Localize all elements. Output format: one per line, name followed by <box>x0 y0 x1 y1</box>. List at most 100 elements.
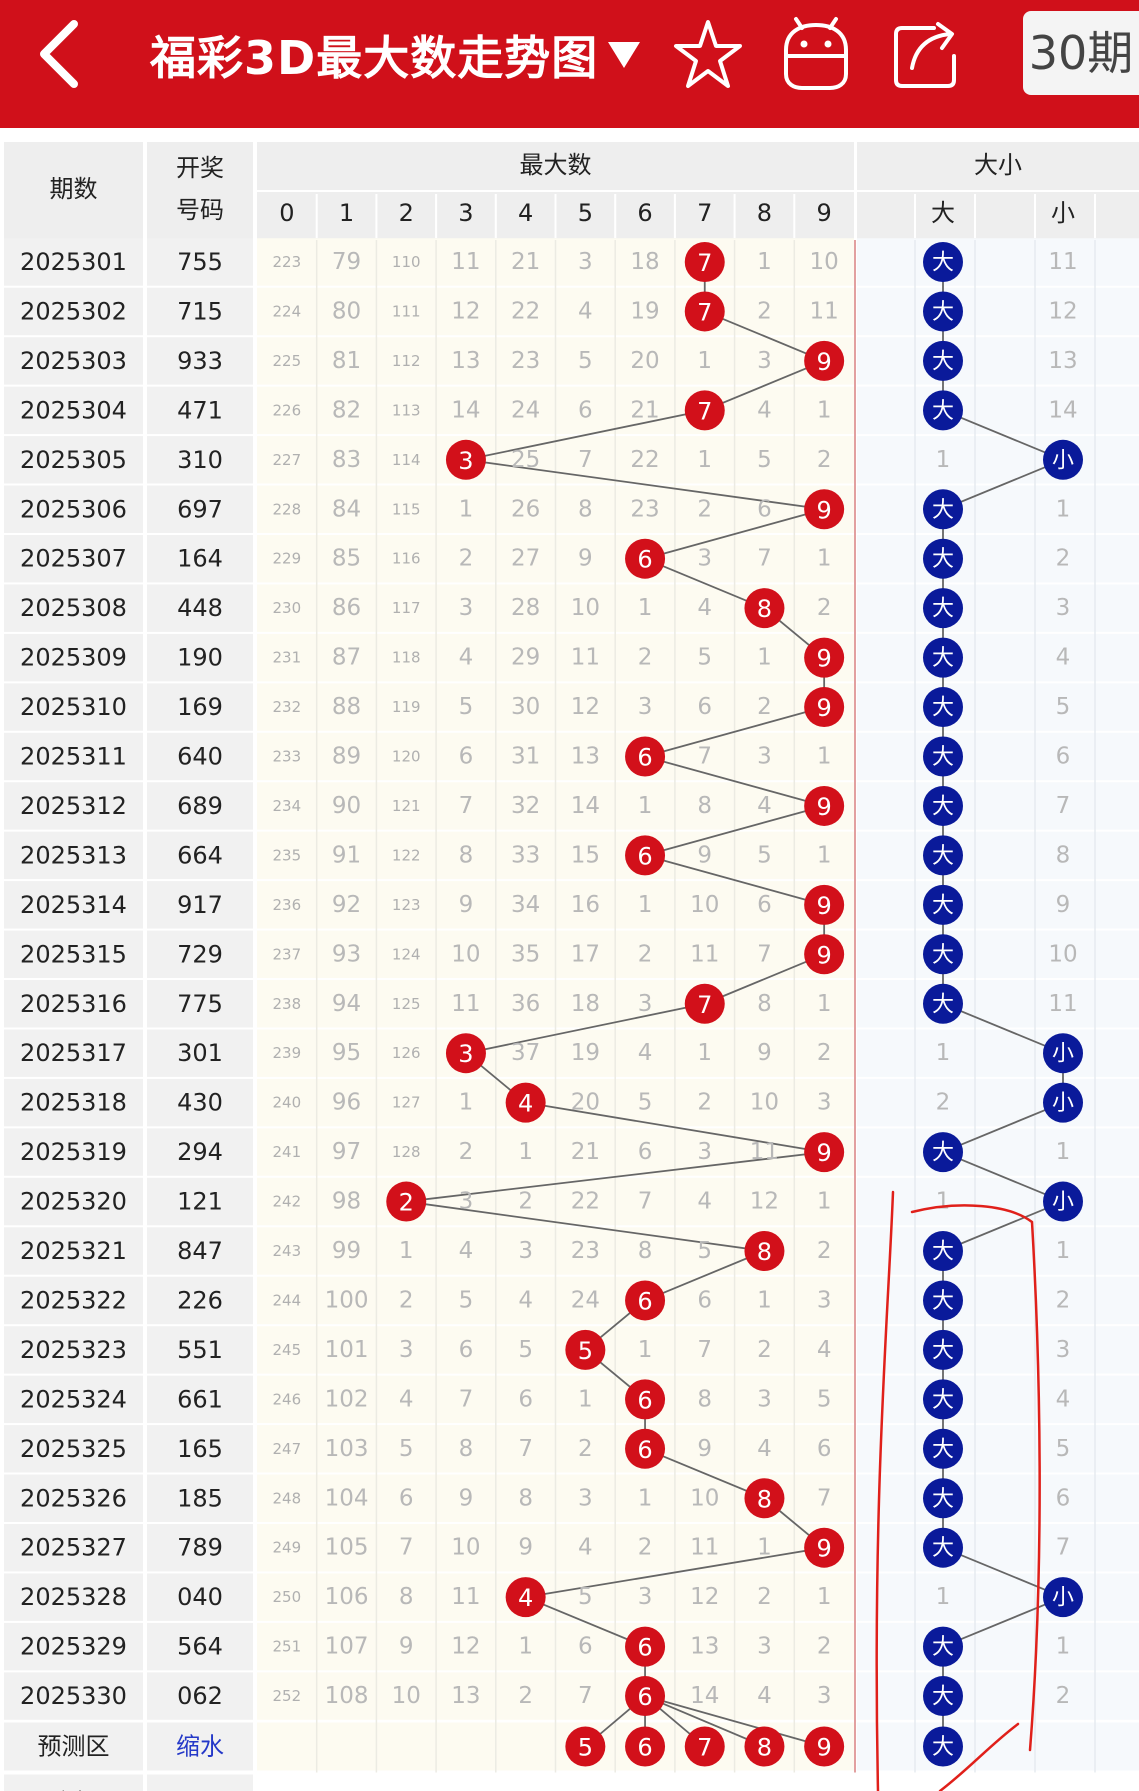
predict-ball[interactable] <box>804 1726 845 1767</box>
size-miss-cell: 8 <box>1056 842 1071 868</box>
miss-cell: 2 <box>638 941 653 967</box>
shrink-link[interactable]: 缩水 <box>176 1733 224 1761</box>
big-ball <box>923 1478 963 1519</box>
page-title[interactable]: 福彩3D最大数走势图 <box>150 31 599 85</box>
period-cell: 2025321 <box>20 1237 127 1265</box>
miss-cell: 115 <box>392 500 421 518</box>
period-cell: 2025313 <box>20 841 127 869</box>
predict-ball[interactable] <box>744 1726 785 1767</box>
miss-cell: 1 <box>518 1634 533 1660</box>
period-cell: 2025317 <box>20 1039 127 1067</box>
max-ball <box>744 1231 785 1271</box>
miss-cell: 9 <box>697 842 712 868</box>
predict-big-label: 大 <box>932 1735 954 1760</box>
star-icon[interactable] <box>672 16 744 92</box>
miss-cell: 242 <box>273 1193 302 1211</box>
predict-ball[interactable] <box>625 1726 666 1767</box>
draw-number-cell: 040 <box>177 1583 223 1611</box>
period-count-button[interactable]: 30期 <box>1023 11 1139 95</box>
miss-cell: 7 <box>459 793 474 819</box>
miss-cell: 12 <box>451 298 480 324</box>
app-header: 福彩3D最大数走势图 30期 <box>0 0 1139 128</box>
miss-cell: 235 <box>273 846 302 864</box>
miss-cell: 10 <box>690 1485 719 1511</box>
miss-cell: 22 <box>511 298 540 324</box>
miss-cell: 11 <box>451 991 480 1017</box>
miss-cell: 14 <box>690 1683 719 1709</box>
predict-ball-label: 6 <box>637 1734 652 1762</box>
size-miss-cell: 3 <box>1056 1337 1071 1363</box>
period-cell: 2025328 <box>20 1583 127 1611</box>
miss-cell: 4 <box>638 1040 653 1066</box>
big-ball <box>923 736 963 777</box>
max-ball-label: 7 <box>697 298 712 326</box>
draw-number-cell: 640 <box>177 743 223 771</box>
digit-header-3: 3 <box>458 199 473 227</box>
draw-number-cell: 301 <box>177 1039 223 1067</box>
small-ball-label: 小 <box>1052 1586 1074 1611</box>
size-miss-cell: 4 <box>1056 1386 1071 1412</box>
period-cell: 2025324 <box>20 1385 127 1413</box>
back-arrow-icon[interactable] <box>30 14 100 94</box>
miss-cell: 90 <box>332 793 361 819</box>
miss-cell: 16 <box>571 892 600 918</box>
max-ball-label: 7 <box>697 397 712 425</box>
miss-cell: 224 <box>273 302 302 320</box>
predict-big-ball[interactable] <box>923 1726 963 1767</box>
draw-number-cell: 190 <box>177 644 223 672</box>
big-ball-label: 大 <box>932 597 954 622</box>
miss-cell: 3 <box>459 595 474 621</box>
miss-cell: 21 <box>571 1139 600 1165</box>
big-ball <box>923 538 963 579</box>
predict-ball[interactable] <box>565 1726 606 1767</box>
miss-cell: 8 <box>697 793 712 819</box>
draw-number-cell: 664 <box>177 841 223 869</box>
miss-cell: 2 <box>697 1090 712 1116</box>
miss-cell: 4 <box>459 1238 474 1264</box>
period-cell: 2025320 <box>20 1188 127 1216</box>
miss-cell: 226 <box>273 401 302 419</box>
miss-cell: 29 <box>511 645 540 671</box>
miss-cell: 6 <box>697 694 712 720</box>
miss-cell: 114 <box>392 451 421 469</box>
miss-cell: 13 <box>571 744 600 770</box>
period-cell: 2025330 <box>20 1682 127 1710</box>
max-ball-label: 9 <box>817 793 832 821</box>
miss-cell: 11 <box>571 645 600 671</box>
size-miss-cell: 14 <box>1048 397 1077 423</box>
max-ball <box>804 934 845 975</box>
max-ball <box>625 1379 666 1420</box>
miss-cell: 2 <box>757 1337 772 1363</box>
period-cell: 2025323 <box>20 1336 127 1364</box>
max-ball-label: 6 <box>637 1683 652 1711</box>
miss-cell: 9 <box>518 1535 533 1561</box>
miss-cell: 110 <box>392 253 421 271</box>
max-ball <box>744 588 785 629</box>
draw-number-cell: 689 <box>177 792 223 820</box>
predict-ball[interactable] <box>684 1726 725 1767</box>
miss-cell: 7 <box>638 1189 653 1215</box>
miss-cell: 10 <box>810 249 839 275</box>
size-miss-cell: 2 <box>1056 1683 1071 1709</box>
miss-cell: 13 <box>451 348 480 374</box>
size-miss-cell: 1 <box>1056 1238 1071 1264</box>
android-icon[interactable] <box>780 16 852 92</box>
caret-down-icon[interactable] <box>604 34 644 74</box>
period-cell: 2025326 <box>20 1484 127 1512</box>
miss-cell: 8 <box>518 1485 533 1511</box>
miss-cell: 113 <box>392 401 421 419</box>
miss-cell: 101 <box>325 1337 369 1363</box>
miss-cell: 24 <box>571 1287 600 1313</box>
miss-cell: 128 <box>392 1143 421 1161</box>
draw-number-cell: 755 <box>177 248 223 276</box>
miss-cell: 37 <box>511 1040 540 1066</box>
miss-cell: 127 <box>392 1094 421 1112</box>
miss-cell: 1 <box>518 1139 533 1165</box>
miss-cell: 6 <box>399 1485 414 1511</box>
miss-cell: 97 <box>332 1139 361 1165</box>
period-cell: 2025301 <box>20 248 127 276</box>
miss-cell: 7 <box>399 1535 414 1561</box>
share-icon[interactable] <box>890 16 962 92</box>
miss-cell: 102 <box>325 1386 369 1412</box>
